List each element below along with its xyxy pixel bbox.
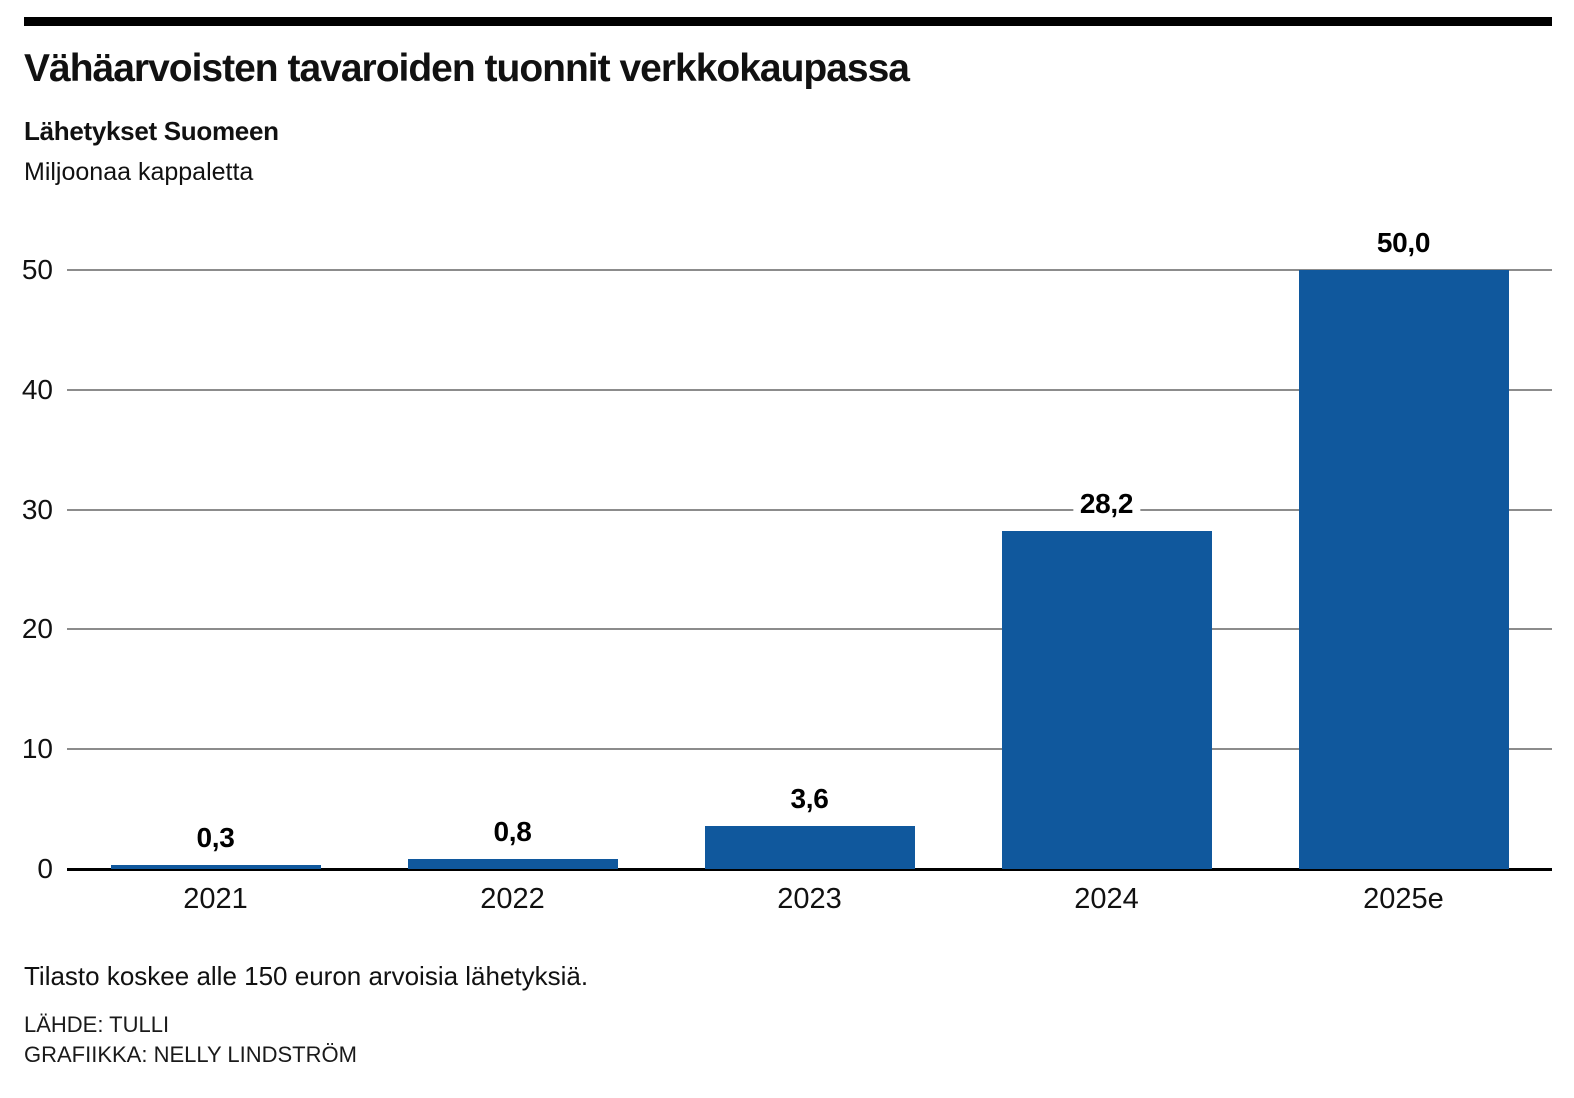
- chart-unit-label: Miljoonaa kappaletta: [24, 158, 254, 186]
- footnote: Tilasto koskee alle 150 euron arvoisia l…: [24, 961, 589, 991]
- bar: [704, 826, 915, 869]
- y-axis-tick-label: 50: [21, 254, 53, 285]
- y-axis-tick-label: 10: [21, 733, 53, 765]
- y-axis-tick-label: 40: [21, 373, 53, 405]
- bar-value-label: 3,6: [783, 783, 836, 815]
- x-axis-line: [67, 868, 1552, 871]
- gridline: [67, 388, 1552, 391]
- bar: [1001, 531, 1212, 869]
- source-line: LÄHDE: TULLI: [24, 1012, 170, 1037]
- gridline: [67, 269, 1552, 271]
- bar-chart-plot-area: 0 10 20 30 40 50 0,3 2021 0,8 2022 3,6 2023 28,2 2024…: [22, 227, 1552, 915]
- bar-value-label: 50,0: [1369, 227, 1438, 259]
- x-axis-tick-label: 2022: [480, 883, 545, 915]
- bar: [110, 865, 321, 869]
- top-rule: [24, 17, 1552, 26]
- bar-value-label: 0,3: [189, 822, 242, 854]
- gridline: [67, 628, 1552, 631]
- bar-value-label: 28,2: [1072, 488, 1141, 520]
- chart-title: Vähäarvoisten tavaroiden tuonnit verkkok…: [24, 47, 910, 90]
- bar-value-label: 0,8: [486, 816, 539, 848]
- x-axis-tick-label: 2025e: [1363, 883, 1444, 915]
- x-axis-tick-label: 2023: [777, 883, 842, 915]
- gridline: [67, 748, 1552, 751]
- x-axis-tick-label: 2021: [183, 883, 248, 915]
- bar: [407, 859, 618, 869]
- x-axis-tick-label: 2024: [1074, 883, 1139, 915]
- gridline: [67, 508, 1552, 511]
- credit-line: GRAFIIKKA: NELLY LINDSTRÖM: [24, 1042, 357, 1067]
- chart-subtitle: Lähetykset Suomeen: [24, 116, 279, 146]
- y-axis-tick-label: 20: [21, 613, 53, 645]
- bar: [1298, 270, 1509, 869]
- y-axis-tick-label: 0: [37, 853, 53, 884]
- y-axis-tick-label: 30: [21, 493, 53, 525]
